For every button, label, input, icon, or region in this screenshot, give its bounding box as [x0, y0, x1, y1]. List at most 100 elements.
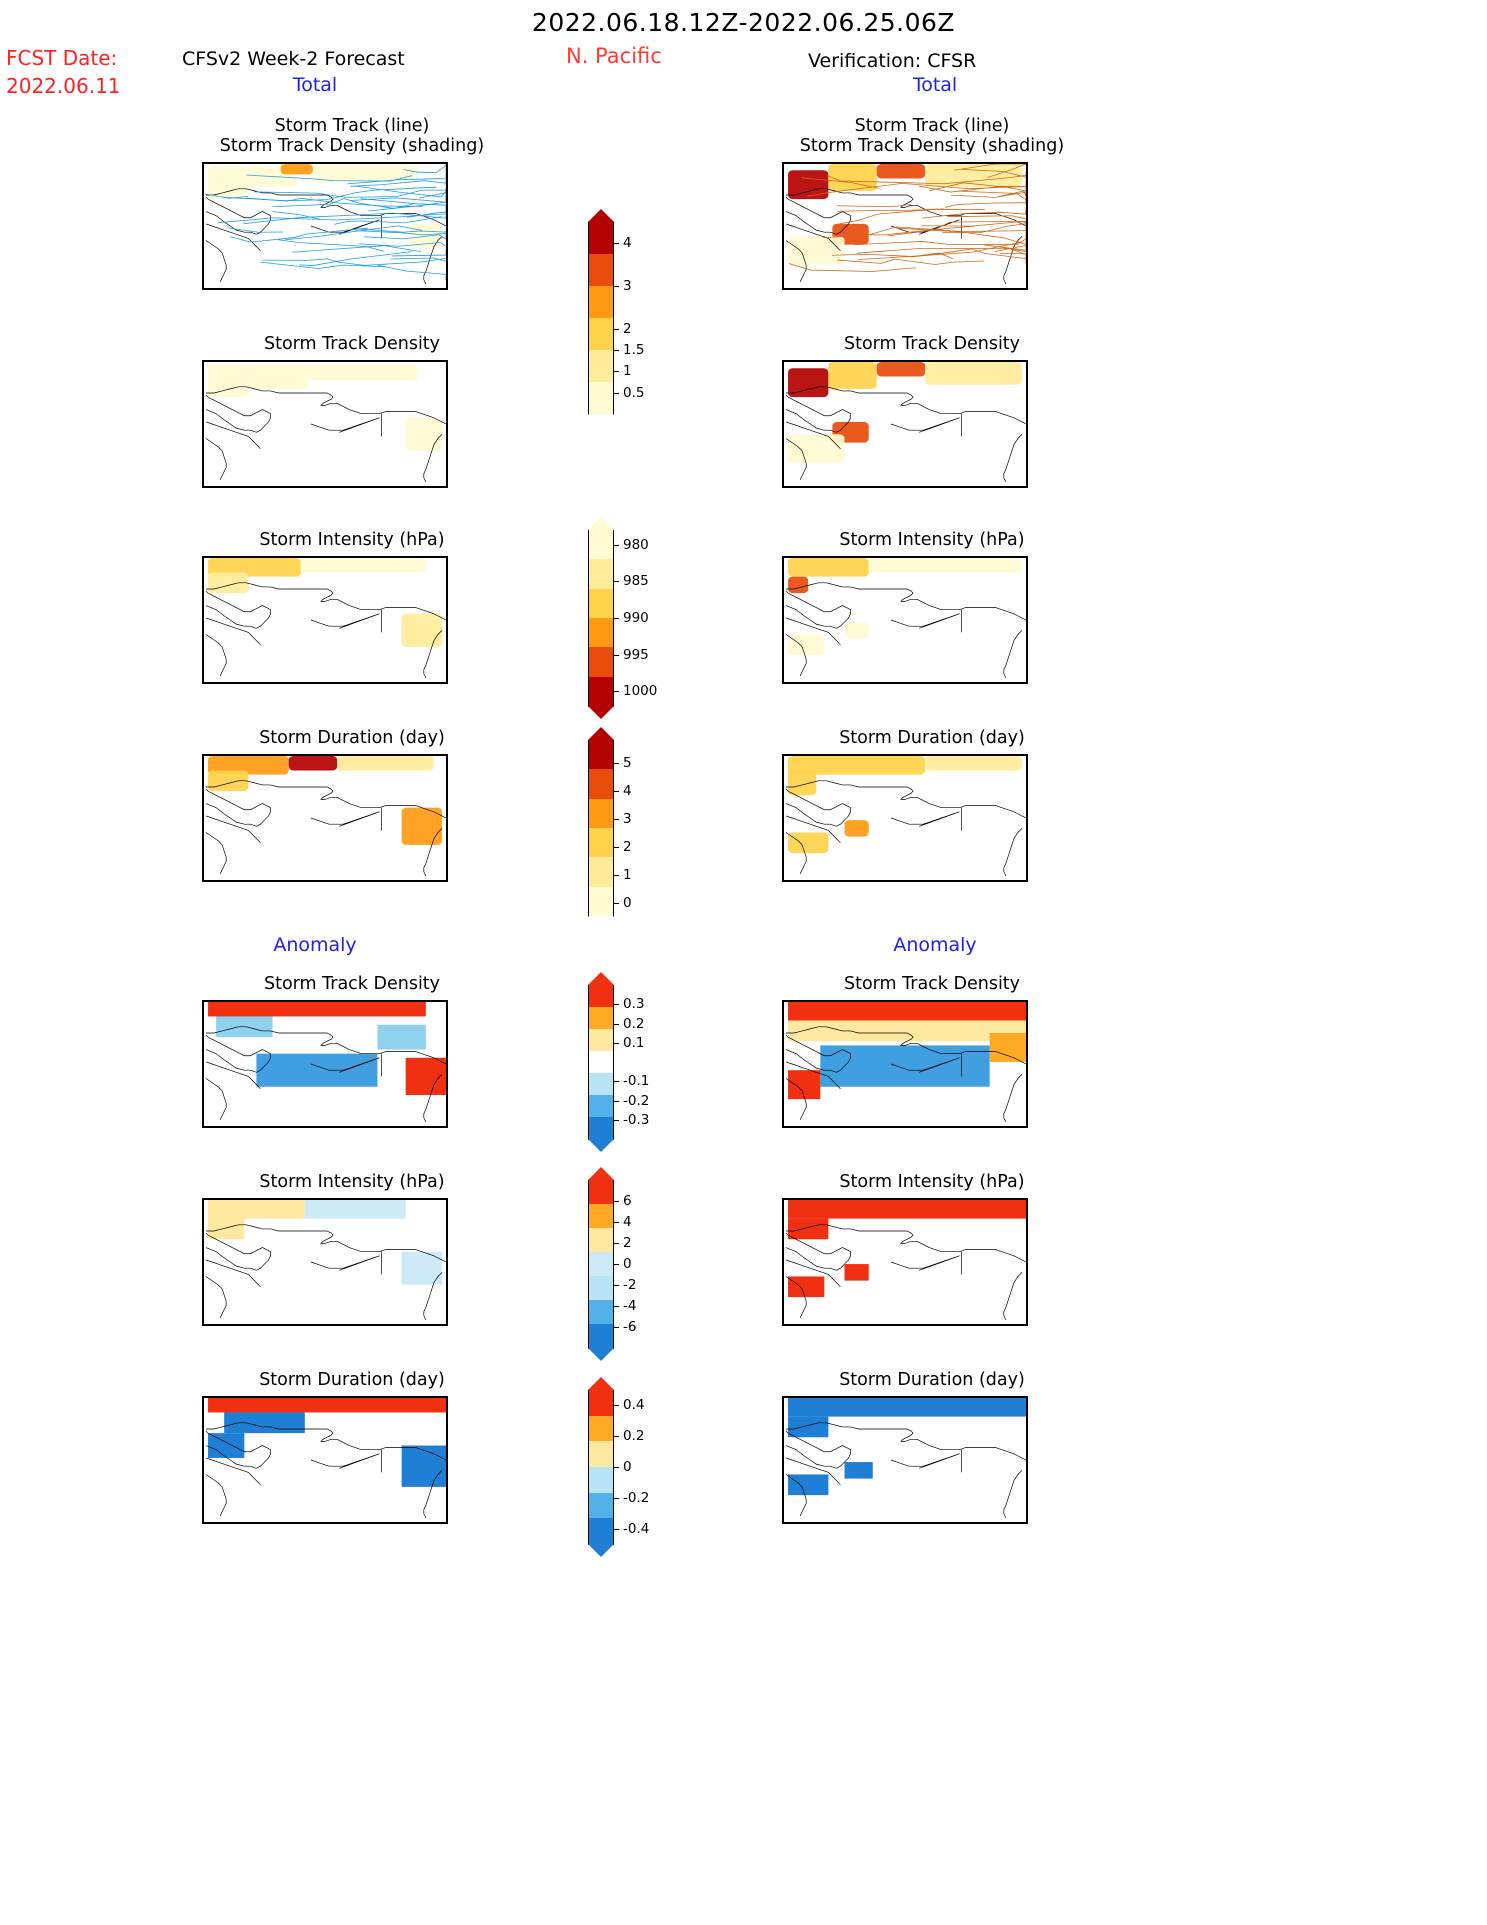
forecast-date-value: 2022.06.11	[6, 74, 121, 98]
colorbar-tick-mark	[614, 790, 619, 792]
colorbar-segment	[588, 530, 614, 560]
colorbar-segment	[588, 1518, 614, 1545]
colorbar-tick-label: 4	[623, 1214, 632, 1230]
colorbar-segment	[588, 1204, 614, 1229]
colorbar-tick-label: -4	[623, 1298, 637, 1314]
colorbar-tick-mark	[614, 1222, 619, 1223]
colorbar-segment	[588, 382, 614, 415]
colorbar-tick-mark	[614, 392, 619, 394]
colorbar-tick-label: -0.2	[623, 1489, 650, 1506]
map-frame-obs-anom-storm-intensity: 80N70N60N50N40N30N140E160E180160W140W120…	[782, 1198, 1028, 1326]
map-frame-obs-anom-storm-duration: 80N70N60N50N40N30N140E160E180160W140W120…	[782, 1396, 1028, 1524]
map-frame-obs-track-density-shading: 80N70N60N50N40N30N140E160E180160W140W120…	[782, 162, 1028, 290]
map-shading-obs-storm-intensity	[785, 558, 1026, 679]
colorbar-segment	[588, 1276, 614, 1301]
colorbar-segment	[588, 1029, 614, 1052]
colorbar-tick-mark	[614, 1405, 619, 1407]
colorbar-segment	[588, 1228, 614, 1253]
model-label: CFSv2 Week-2 Forecast	[182, 48, 405, 70]
map-shading-obs-track-density-shading	[785, 164, 1026, 285]
colorbar-tick-mark	[614, 1497, 619, 1499]
panel-title-line: Storm Track Density (shading)	[219, 136, 485, 156]
colorbar-extend-min	[588, 706, 614, 719]
panel-title-fcst-track-density-shading: Storm Track (line) Storm Track Density (s…	[172, 116, 532, 156]
colorbar-tick-label: 0.3	[623, 996, 645, 1013]
colorbar-extend-min	[588, 1544, 614, 1557]
colorbar-segment	[588, 886, 614, 917]
map-shading-fcst-anom-storm-duration	[205, 1398, 446, 1519]
anomaly-track-density-colorbar: -0.3 -0.2 -0.1 0.1 0.2 0.3	[588, 972, 649, 1152]
colorbar-tick-mark	[614, 581, 619, 583]
colorbar-tick-mark	[614, 1042, 619, 1044]
right-column-anomaly-heading: Anomaly	[893, 934, 977, 956]
panel-title-line: Storm Intensity (hPa)	[839, 530, 1025, 550]
colorbar-tick-mark	[614, 1327, 619, 1328]
colorbar-tick-mark	[614, 544, 619, 546]
panel-title-line: Storm Track (line)	[274, 116, 430, 136]
colorbar-segment	[588, 769, 614, 800]
panel-title-line: Storm Duration (day)	[259, 728, 445, 748]
colorbar-segment	[588, 985, 614, 1008]
colorbar-tick-label: 1	[623, 363, 632, 380]
panel-title-line: Storm Duration (day)	[839, 728, 1025, 748]
forecast-date-label: FCST Date:	[6, 46, 118, 70]
colorbar-segment	[588, 798, 614, 829]
panel-title-line: Storm Track Density	[263, 974, 441, 994]
map-frame-fcst-storm-duration: 80N70N60N50N40N30N140E160E180160W140W120…	[202, 754, 448, 882]
colorbar-extend-min	[588, 1139, 614, 1152]
colorbar-segment	[588, 1117, 614, 1140]
colorbar-segment	[588, 1051, 614, 1074]
map-shading-fcst-track-density-shading	[205, 164, 446, 285]
left-column-anomaly-heading: Anomaly	[273, 934, 357, 956]
panel-title-line: Storm Track Density	[263, 334, 441, 354]
colorbar-tick-label: 1	[623, 867, 632, 884]
map-frame-fcst-anom-track-density: 80N70N60N50N40N30N140E160E180160W140W120…	[202, 1000, 448, 1128]
colorbar-tick-label: 2	[623, 839, 632, 855]
panel-title-line: Storm Track Density	[843, 334, 1021, 354]
map-shading-obs-anom-track-density	[785, 1002, 1026, 1123]
colorbar-tick-label: 5	[623, 754, 632, 771]
colorbar-tick-mark	[614, 762, 619, 764]
page-title: 2022.06.18.12Z-2022.06.25.06Z	[531, 8, 956, 37]
colorbar-tick-mark	[614, 1306, 619, 1307]
colorbar-tick-label: 990	[623, 610, 649, 626]
colorbar-tick-label: 980	[623, 536, 649, 553]
storm-intensity-colorbar: 980 985 990 995 1000	[588, 517, 657, 719]
colorbar-extend-min	[588, 1348, 614, 1361]
map-frame-obs-storm-duration: 80N70N60N50N40N30N140E160E180160W140W120…	[782, 754, 1028, 882]
colorbar-segment	[588, 676, 614, 707]
colorbar-tick-label: -0.1	[623, 1073, 650, 1090]
colorbar-tick-label: 3	[623, 810, 632, 827]
colorbar-segment	[588, 1324, 614, 1349]
colorbar-extend-max	[588, 727, 614, 740]
colorbar-tick-label: 0.5	[623, 384, 645, 401]
panel-title-line: Storm Track Density	[843, 974, 1021, 994]
colorbar-segment	[588, 286, 614, 319]
colorbar-tick-mark	[614, 1528, 619, 1530]
colorbar-tick-mark	[614, 1264, 619, 1265]
colorbar-tick-mark	[614, 847, 619, 848]
colorbar-tick-mark	[614, 371, 619, 373]
verification-label: Verification: CFSR	[808, 50, 977, 72]
colorbar-segment	[588, 647, 614, 678]
panel-title-obs-storm-duration: Storm Duration (day)	[752, 729, 1112, 748]
colorbar-tick-label: 6	[623, 1193, 632, 1209]
right-column-total-heading: Total	[912, 74, 958, 96]
map-shading-fcst-storm-duration	[205, 756, 446, 877]
panel-title-fcst-storm-intensity: Storm Intensity (hPa)	[172, 531, 532, 550]
colorbar-tick-mark	[614, 286, 619, 287]
colorbar-tick-mark	[614, 875, 619, 877]
colorbar-tick-mark	[614, 1243, 619, 1244]
colorbar-segment	[588, 1390, 614, 1417]
panel-title-obs-track-density-shading: Storm Track (line) Storm Track Density (s…	[752, 116, 1112, 156]
panel-title-fcst-anom-track-density: Storm Track Density	[172, 975, 532, 994]
colorbar-tick-mark	[614, 1100, 619, 1102]
panel-title-obs-storm-intensity: Storm Intensity (hPa)	[752, 531, 1112, 550]
colorbar-tick-label: 4	[623, 782, 632, 799]
colorbar-segment	[588, 1180, 614, 1205]
colorbar-tick-label: 0	[623, 1459, 632, 1475]
anomaly-storm-duration-colorbar: -0.4 -0.2 0 0.2 0.4	[588, 1377, 649, 1557]
colorbar-tick-label: 0.1	[623, 1034, 645, 1051]
map-shading-fcst-storm-track-density	[205, 364, 446, 483]
map-frame-obs-anom-track-density: 80N70N60N50N40N30N140E160E180160W140W120…	[782, 1000, 1028, 1128]
